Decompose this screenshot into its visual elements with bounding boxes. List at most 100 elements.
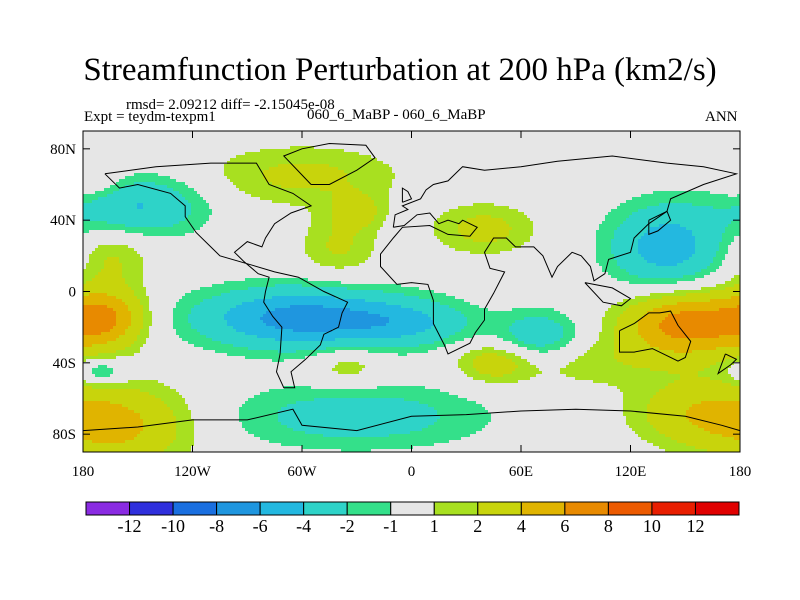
field-cell (461, 152, 465, 156)
field-cell (707, 149, 711, 153)
field-cell (494, 146, 498, 150)
field-cell (233, 173, 237, 177)
field-cell (338, 149, 342, 153)
field-cell (638, 140, 642, 144)
field-cell (86, 170, 90, 174)
field-cell (224, 182, 228, 186)
field-cell (461, 134, 465, 138)
field-cell (197, 167, 201, 171)
field-cell (434, 179, 438, 183)
field-cell (206, 176, 210, 180)
field-cell (200, 179, 204, 183)
field-cell (479, 167, 483, 171)
field-cell (719, 179, 723, 183)
field-cell (170, 191, 174, 195)
field-cell (698, 194, 702, 198)
field-cell (236, 158, 240, 162)
field-cell (635, 194, 639, 198)
field-cell (719, 140, 723, 144)
field-cell (719, 161, 723, 165)
field-cell (119, 158, 123, 162)
field-cell (644, 131, 648, 135)
field-cell (254, 143, 258, 147)
field-cell (554, 170, 558, 174)
field-cell (512, 152, 516, 156)
field-cell (347, 194, 351, 198)
field-cell (440, 173, 444, 177)
field-cell (449, 155, 453, 159)
field-cell (482, 143, 486, 147)
field-cell (392, 140, 396, 144)
field-cell (215, 182, 219, 186)
field-cell (311, 146, 315, 150)
field-cell (422, 158, 426, 162)
field-cell (566, 158, 570, 162)
field-cell (176, 143, 180, 147)
field-cell (416, 185, 420, 189)
field-cell (164, 182, 168, 186)
field-cell (212, 143, 216, 147)
field-cell (581, 134, 585, 138)
field-cell (500, 182, 504, 186)
field-cell (395, 170, 399, 174)
field-cell (377, 131, 381, 135)
field-cell (329, 188, 333, 192)
field-cell (320, 167, 324, 171)
field-cell (692, 140, 696, 144)
field-cell (323, 164, 327, 168)
field-cell (503, 170, 507, 174)
field-cell (323, 155, 327, 159)
field-cell (620, 185, 624, 189)
field-cell (203, 131, 207, 135)
field-cell (296, 152, 300, 156)
field-cell (359, 140, 363, 144)
field-cell (683, 146, 687, 150)
field-cell (368, 146, 372, 150)
field-cell (269, 149, 273, 153)
field-cell (719, 149, 723, 153)
field-cell (548, 152, 552, 156)
field-cell (299, 179, 303, 183)
field-cell (353, 164, 357, 168)
field-cell (134, 179, 138, 183)
field-cell (635, 134, 639, 138)
field-cell (263, 167, 267, 171)
field-cell (404, 152, 408, 156)
field-cell (446, 182, 450, 186)
field-cell (407, 170, 411, 174)
field-cell (683, 194, 687, 198)
field-cell (272, 167, 276, 171)
field-cell (614, 188, 618, 192)
field-cell (569, 149, 573, 153)
field-cell (116, 149, 120, 153)
field-cell (362, 167, 366, 171)
field-cell (188, 179, 192, 183)
field-cell (620, 140, 624, 144)
field-cell (125, 161, 129, 165)
field-cell (410, 167, 414, 171)
field-cell (521, 134, 525, 138)
field-cell (137, 191, 141, 195)
field-cell (557, 173, 561, 177)
field-cell (641, 146, 645, 150)
field-cell (494, 179, 498, 183)
field-cell (713, 143, 717, 147)
field-cell (686, 140, 690, 144)
field-cell (560, 152, 564, 156)
field-cell (602, 149, 606, 153)
field-cell (560, 185, 564, 189)
field-cell (137, 179, 141, 183)
field-cell (482, 185, 486, 189)
field-cell (605, 131, 609, 135)
field-cell (557, 134, 561, 138)
field-cell (233, 146, 237, 150)
field-cell (488, 167, 492, 171)
field-cell (605, 185, 609, 189)
field-cell (473, 185, 477, 189)
field-cell (221, 149, 225, 153)
field-cell (395, 140, 399, 144)
field-cell (527, 140, 531, 144)
field-cell (518, 140, 522, 144)
field-cell (686, 134, 690, 138)
field-cell (734, 188, 738, 192)
